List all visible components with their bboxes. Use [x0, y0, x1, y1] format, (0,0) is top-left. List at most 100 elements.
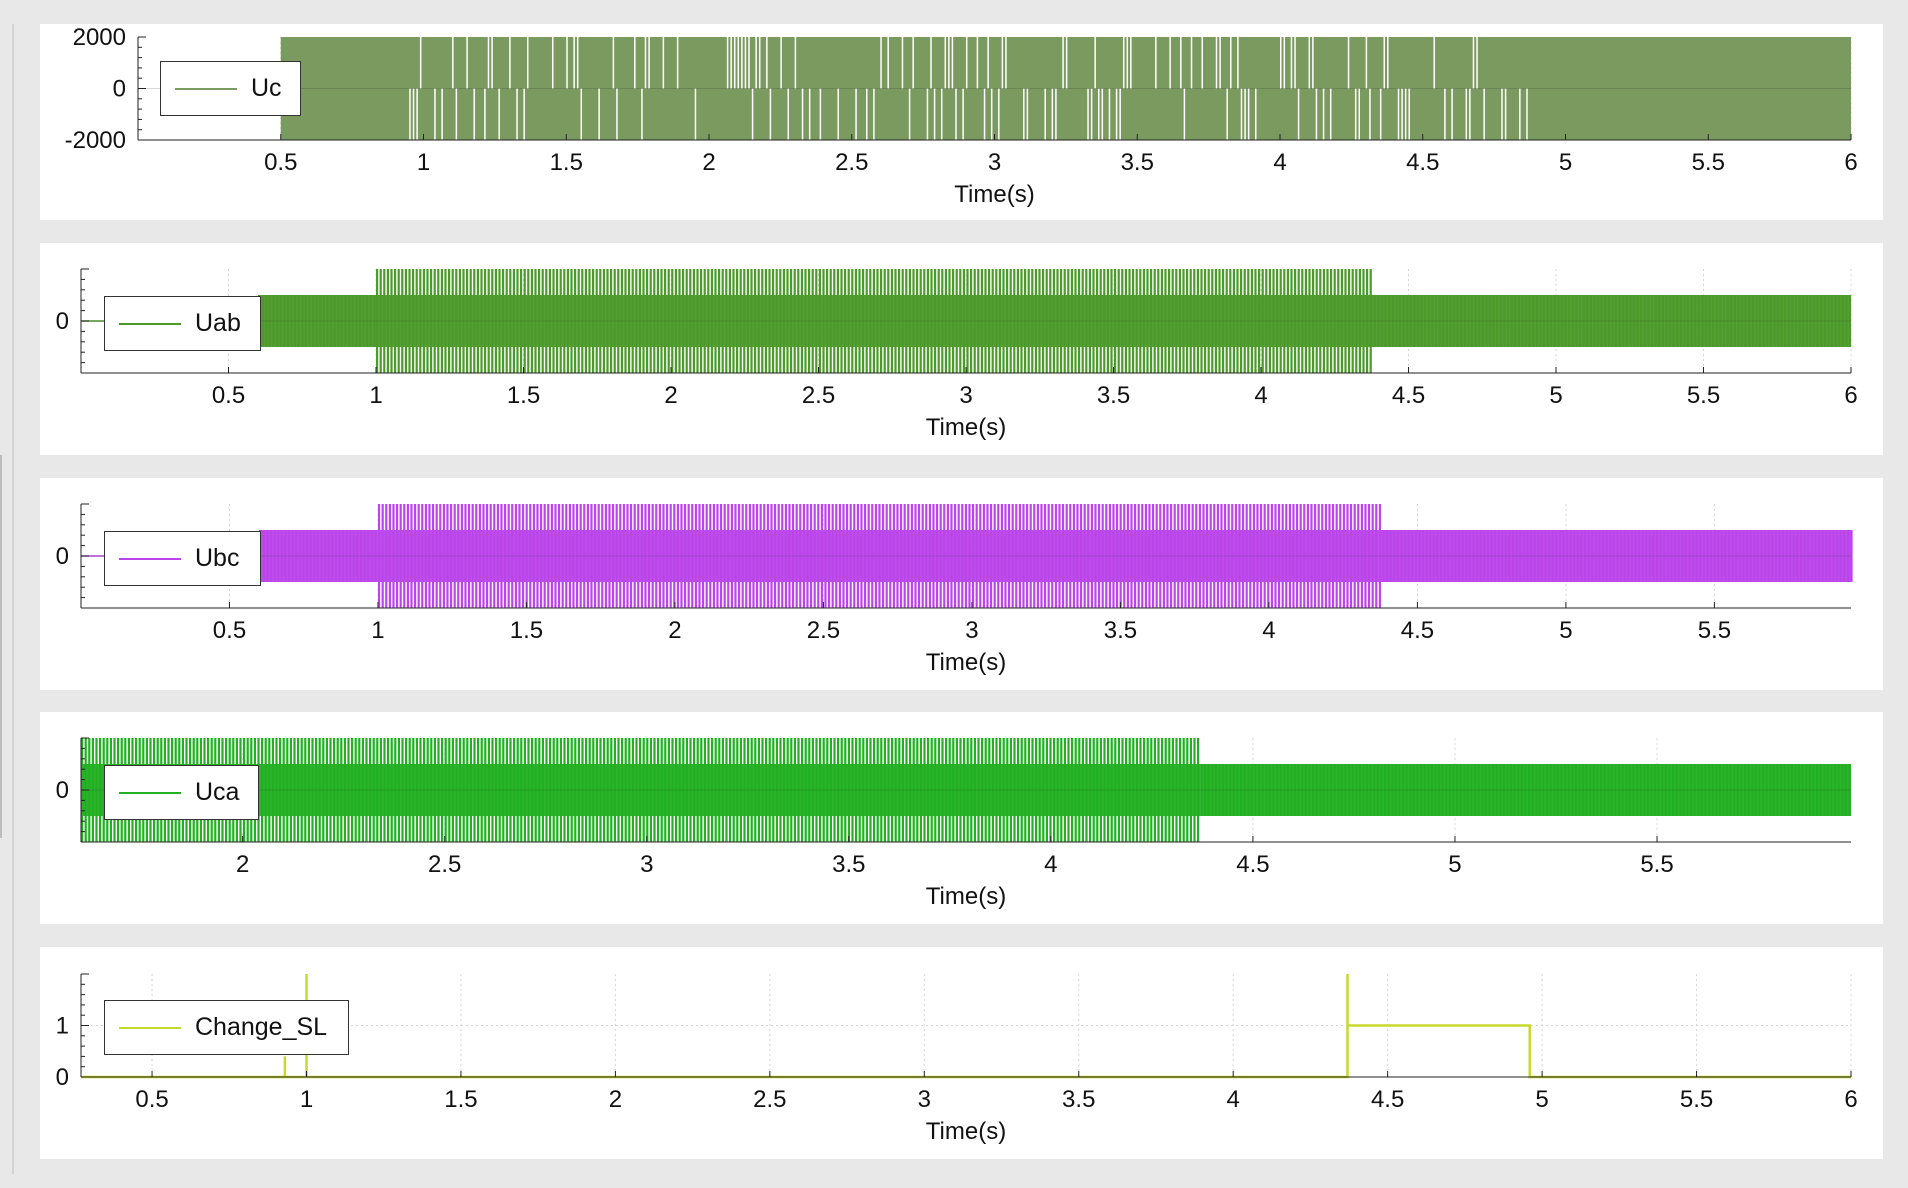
signal-pulse: [671, 269, 674, 373]
signal-pulse: [394, 269, 397, 373]
signal-pulse: [1488, 764, 1491, 816]
signal-pulse: [283, 295, 286, 347]
signal-pulse: [1406, 295, 1409, 347]
signal-pulse: [682, 738, 685, 842]
signal-pulse: [1238, 504, 1241, 608]
signal-pulse: [1610, 764, 1613, 816]
signal-gap: [1504, 88, 1507, 140]
legend-uab[interactable]: Uab: [104, 296, 261, 351]
signal-pulse: [290, 295, 293, 347]
signal-pulse: [307, 738, 310, 842]
signal-pulse: [1117, 738, 1120, 842]
signal-pulse: [725, 738, 728, 842]
signal-pulse: [1054, 504, 1057, 608]
signal-pulse: [844, 738, 847, 842]
signal-gap: [1397, 88, 1400, 140]
signal-pulse: [448, 269, 451, 373]
signal-pulse: [1794, 295, 1798, 347]
signal-pulse: [799, 504, 802, 608]
signal-gap: [1226, 88, 1228, 140]
signal-pulse: [701, 504, 705, 608]
signal-pulse: [1539, 295, 1542, 347]
signal-pulse: [498, 269, 501, 373]
signal-pulse: [592, 269, 595, 373]
signal-pulse: [1070, 269, 1073, 373]
signal-pulse: [1548, 530, 1551, 582]
signal-pulse: [367, 530, 370, 582]
signal-pulse: [581, 269, 584, 373]
signal-pulse: [703, 738, 706, 842]
x-tick-label: 4.5: [1406, 149, 1439, 176]
x-tick-label: 3.5: [1121, 149, 1154, 176]
signal-pulse: [1638, 530, 1641, 582]
signal-gap: [1383, 37, 1385, 89]
plot-panel-uca: 2 2.5 3 3.5 4 4.5 5 5.5 0 Time(s) Uca: [40, 712, 1883, 924]
signal-pulse: [1784, 295, 1787, 347]
signal-pulse: [309, 530, 312, 582]
signal-pulse: [734, 504, 737, 608]
signal-pulse: [1148, 504, 1151, 608]
signal-pulse: [980, 269, 983, 373]
signal-pulse: [892, 504, 895, 608]
signal-pulse: [1376, 764, 1379, 816]
signal-gap: [1365, 37, 1368, 89]
signal-pulse: [268, 738, 271, 842]
signal-pulse: [1371, 504, 1374, 608]
splitter-handle[interactable]: [0, 455, 2, 838]
signal-pulse: [1575, 295, 1578, 347]
x-tick-label: 4.5: [1392, 382, 1425, 409]
signal-pulse: [1317, 504, 1320, 608]
signal-pulse: [1416, 295, 1420, 347]
legend-uca[interactable]: Uca: [104, 765, 259, 820]
signal-gap: [908, 88, 911, 140]
legend-uc[interactable]: Uc: [160, 61, 301, 116]
signal-pulse: [883, 269, 886, 373]
signal-pulse: [1024, 269, 1027, 373]
signal-pulse: [800, 269, 803, 373]
signal-pulse: [970, 269, 973, 373]
signal-pulse: [556, 269, 559, 373]
signal-gap: [769, 88, 772, 140]
signal-pulse: [1182, 738, 1185, 842]
signal-pulse: [369, 738, 372, 842]
legend-ubc[interactable]: Ubc: [104, 531, 261, 586]
signal-pulse: [865, 738, 868, 842]
signal-gap: [758, 37, 761, 89]
signal-pulse: [1531, 764, 1534, 816]
signal-gap: [1201, 37, 1203, 89]
signal-pulse: [1499, 295, 1502, 347]
signal-gap: [1469, 88, 1471, 140]
signal-pulse: [1121, 738, 1124, 842]
signal-pulse: [1035, 738, 1038, 842]
signal-pulse: [847, 269, 850, 373]
signal-pulse: [819, 738, 822, 842]
legend-change-sl[interactable]: Change_SL: [104, 1000, 349, 1055]
signal-pulse: [642, 269, 645, 373]
signal-pulse: [1712, 295, 1715, 347]
signal-pulse: [602, 269, 605, 373]
signal-pulse: [1833, 764, 1837, 816]
x-tick-label: 1: [300, 1086, 313, 1113]
signal-pulse: [1740, 295, 1744, 347]
signal-pulse: [348, 295, 351, 347]
signal-pulse: [1069, 504, 1072, 608]
signal-pulse: [946, 504, 949, 608]
signal-pulse: [1128, 269, 1131, 373]
signal-pulse: [1587, 530, 1590, 582]
signal-pulse: [491, 738, 494, 842]
signal-pulse: [1578, 295, 1582, 347]
signal-pulse: [1445, 764, 1448, 816]
signal-pulse: [383, 738, 386, 842]
signal-pulse: [628, 738, 631, 842]
plot-uc[interactable]: 0.5 1 1.5 2 2.5 3 3.5 4 4.5 5 5.5 620000-2000Time(s…: [40, 24, 1883, 220]
signal-gap: [1240, 88, 1243, 140]
signal-pulse: [842, 504, 845, 608]
signal-pulse: [1383, 764, 1387, 816]
signal-pulse: [1382, 530, 1385, 582]
signal-pulse: [905, 738, 908, 842]
signal-pulse: [356, 530, 359, 582]
